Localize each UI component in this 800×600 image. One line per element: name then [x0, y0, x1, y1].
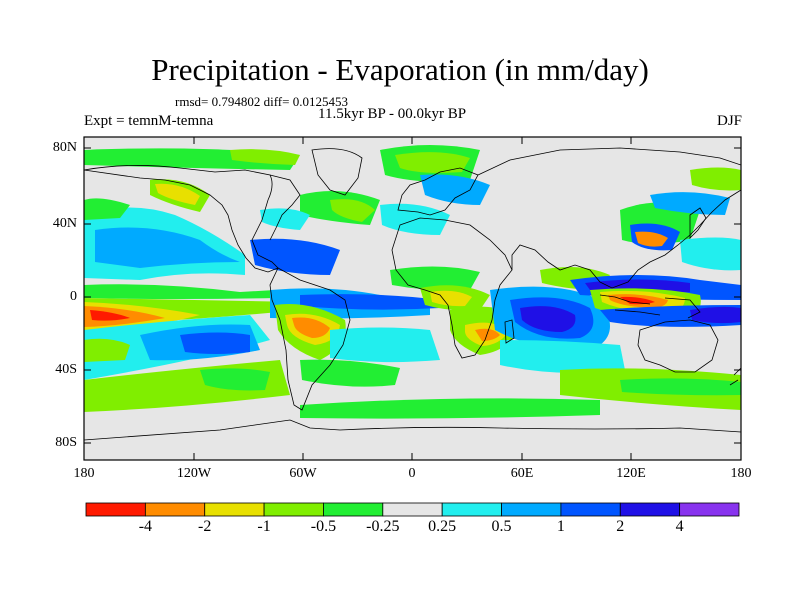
field-region: [420, 174, 490, 205]
colorbar-label: -0.5: [310, 518, 337, 535]
field-region: [330, 327, 440, 363]
field-region: [200, 368, 270, 391]
field-region: [430, 290, 472, 307]
axis-ticks: [83, 137, 742, 460]
colorbar-label: 1: [556, 518, 565, 535]
field-region: [500, 340, 625, 374]
colorbar-box: [501, 502, 562, 517]
field-region: [390, 266, 480, 291]
coastline-antarctica: [84, 419, 741, 441]
colorbar-box: [679, 502, 740, 517]
season-label: DJF: [716, 113, 742, 129]
coastline-north-america: [84, 165, 279, 273]
field-region: [300, 294, 440, 310]
lat-tick-label: 80N: [52, 140, 77, 155]
experiment-label: Expt = temnM-temna: [84, 113, 214, 129]
field-region: [250, 238, 340, 275]
field-region: [690, 306, 741, 324]
field-region: [155, 183, 200, 205]
field-region: [230, 149, 300, 165]
lon-tick-label: 60W: [289, 466, 317, 481]
colorbar-label: 4: [675, 518, 684, 535]
colorbar: [85, 502, 740, 517]
coastline-new-zealand: [729, 367, 741, 386]
lat-tick-label: 40N: [52, 216, 77, 231]
field-region: [260, 208, 310, 230]
statistics-line: rmsd= 0.794802 diff= 0.0125453: [175, 94, 348, 109]
colorbar-label: 0.25: [428, 518, 457, 535]
field-region: [90, 310, 130, 321]
field-region: [300, 359, 400, 387]
lon-tick-label: 120E: [616, 466, 646, 481]
colorbar-box: [323, 502, 384, 517]
colorbar-box: [85, 502, 146, 517]
lon-tick-label: 180: [730, 466, 752, 481]
coastline-africa: [391, 217, 513, 359]
field-contours: [84, 145, 741, 419]
colorbar-label: -4: [138, 518, 153, 535]
field-region: [84, 338, 130, 362]
field-region: [330, 199, 375, 222]
coastline-indonesia: [599, 294, 701, 319]
colorbar-box: [144, 502, 206, 517]
colorbar-label: 0.5: [491, 518, 512, 535]
coastline-asia: [477, 147, 741, 289]
colorbar-box: [263, 502, 324, 517]
colorbar-box: [382, 502, 443, 517]
field-region: [690, 167, 741, 191]
lat-tick-label: 0: [70, 289, 77, 304]
colorbar-label: 2: [616, 518, 625, 535]
field-region: [84, 284, 275, 299]
coastline-canada-east: [269, 174, 301, 241]
field-region: [475, 328, 500, 341]
colorbar-box: [204, 502, 265, 517]
field-region: [180, 332, 250, 354]
field-region: [84, 198, 130, 220]
field-region: [680, 237, 741, 271]
colorbar-box: [619, 502, 681, 517]
lon-tick-label: 60E: [510, 466, 534, 481]
field-region: [635, 231, 668, 247]
field-region: [650, 192, 730, 215]
colorbar-label: -1: [257, 518, 271, 535]
field-region: [300, 398, 600, 419]
coastline-japan: [689, 207, 707, 239]
field-region: [620, 296, 655, 305]
coastline-greenland: [311, 148, 363, 196]
field-region: [292, 317, 330, 338]
field-region: [395, 152, 470, 173]
coastline-australia: [637, 319, 719, 373]
colorbar-box: [560, 502, 621, 517]
colorbar-label: -2: [198, 518, 212, 535]
coastlines: [84, 147, 741, 441]
field-region: [520, 306, 576, 332]
period-label: 11.5kyr BP - 00.0kyr BP: [318, 106, 467, 122]
colorbar-box: [441, 502, 502, 517]
lat-tick-label: 40S: [55, 362, 77, 377]
figure-title: Precipitation - Evaporation (in mm/day): [151, 52, 649, 87]
lon-tick-label: 120W: [176, 466, 212, 481]
coastline-south-america: [269, 267, 351, 411]
field-region: [95, 227, 240, 268]
lon-tick-label: 0: [408, 466, 416, 481]
colorbar-label: -0.25: [366, 518, 400, 535]
coastline-madagascar: [504, 319, 515, 344]
field-region: [620, 378, 741, 396]
lat-tick-label: 80S: [55, 435, 77, 450]
lon-tick-label: 180: [73, 466, 95, 481]
